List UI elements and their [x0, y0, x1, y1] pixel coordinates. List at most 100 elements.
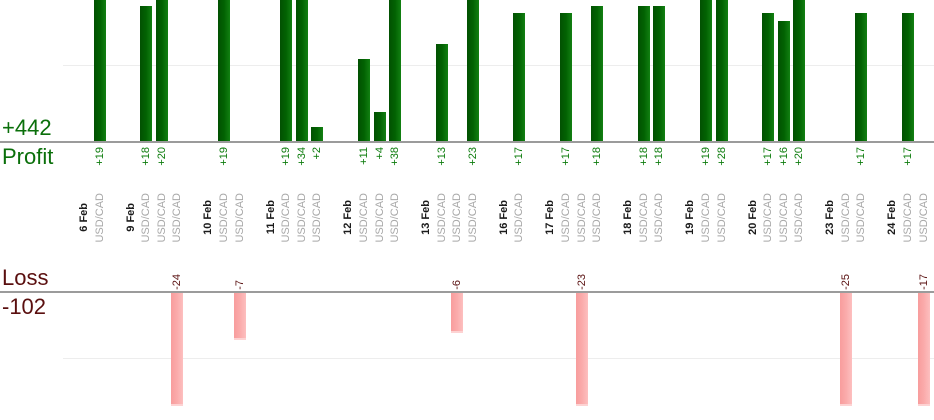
profit-value-label: +19 — [91, 147, 109, 166]
profit-value-label-text: +23 — [466, 147, 479, 166]
profit-value-label-text: +16 — [777, 147, 790, 166]
profit-bar[interactable] — [155, 0, 168, 142]
profit-bar[interactable] — [218, 0, 231, 142]
profit-chart-area: +442 — [0, 0, 934, 142]
loss-bar[interactable] — [917, 293, 930, 406]
profit-bar[interactable] — [591, 6, 604, 142]
profit-bar[interactable] — [311, 127, 324, 142]
loss-gridline — [63, 358, 934, 359]
profit-bar[interactable] — [902, 13, 915, 142]
loss-series-title: Loss — [2, 265, 49, 290]
symbol-label-text: USD/CAD — [560, 192, 573, 243]
loss-bar[interactable] — [171, 293, 184, 406]
loss-chart-area: -102 — [0, 293, 934, 420]
symbol-label-text: USD/CAD — [575, 192, 588, 243]
symbol-label-text: USD/CAD — [295, 192, 308, 243]
loss-bar[interactable] — [451, 293, 464, 333]
symbol-label-text: USD/CAD — [171, 192, 184, 243]
loss-bar[interactable] — [233, 293, 246, 340]
symbol-label: USD/CAD — [386, 187, 404, 248]
symbol-label-text: USD/CAD — [715, 192, 728, 243]
date-label-3-text: 11 Feb — [264, 200, 277, 235]
date-label-2-text: 10 Feb — [202, 200, 215, 235]
profit-value-label-text: +11 — [358, 147, 371, 165]
loss-value-label: -6 — [448, 280, 466, 290]
profit-bar[interactable] — [513, 13, 526, 142]
profit-bar[interactable] — [373, 112, 386, 142]
profit-value-label: +17 — [510, 147, 528, 166]
loss-value-label: -7 — [231, 280, 249, 290]
profit-value-label: +20 — [790, 147, 808, 166]
loss-value-label-text: -25 — [839, 274, 852, 290]
profit-bar[interactable] — [793, 0, 806, 142]
symbol-label: USD/CAD — [308, 187, 326, 248]
date-axis-band: 6 Feb USD/CAD 9 Feb USD/CAD USD/CAD USD/CAD 10… — [0, 187, 934, 248]
profit-bar[interactable] — [358, 59, 371, 142]
loss-axis-line — [0, 291, 934, 293]
profit-bar[interactable] — [280, 0, 293, 142]
symbol-label-text: USD/CAD — [233, 192, 246, 243]
date-label-4-text: 12 Feb — [342, 200, 355, 235]
profit-value-label-text: +19 — [700, 147, 713, 166]
symbol-label-text: USD/CAD — [358, 192, 371, 243]
profit-value-label: +19 — [215, 147, 233, 166]
symbol-label: USD/CAD — [713, 187, 731, 248]
profit-bar[interactable] — [653, 6, 666, 142]
loss-bar[interactable] — [839, 293, 852, 406]
profit-bar[interactable] — [762, 13, 775, 142]
profit-bar[interactable] — [140, 6, 153, 142]
profit-value-label: +23 — [464, 147, 482, 166]
profit-total: +442 — [2, 115, 52, 140]
symbol-label-text: USD/CAD — [777, 192, 790, 243]
profit-bar[interactable] — [560, 13, 573, 142]
profit-value-label: +18 — [588, 147, 606, 166]
symbol-label-text: USD/CAD — [435, 192, 448, 243]
symbol-label-text: USD/CAD — [839, 192, 852, 243]
loss-bar[interactable] — [575, 293, 588, 406]
profit-bar[interactable] — [93, 0, 106, 142]
profit-bar[interactable] — [466, 0, 479, 142]
profit-series-title: Profit — [2, 144, 54, 169]
profit-value-label-text: +17 — [902, 147, 915, 166]
profit-bar[interactable] — [777, 21, 790, 142]
profit-bar[interactable] — [389, 0, 402, 142]
symbol-label-text: USD/CAD — [793, 192, 806, 243]
symbol-label-text: USD/CAD — [280, 192, 293, 243]
profit-value-label-text: +19 — [280, 147, 293, 166]
symbol-label: USD/CAD — [852, 187, 870, 248]
loss-value-label: -17 — [915, 274, 933, 290]
symbol-label: USD/CAD — [588, 187, 606, 248]
loss-value-band: Loss -24 -7 -6 -23 -25 -17 — [0, 252, 934, 291]
loss-value-label: -25 — [837, 274, 855, 290]
loss-value-label: -24 — [168, 274, 186, 290]
profit-value-label: +18 — [650, 147, 668, 166]
symbol-label-text: USD/CAD — [917, 192, 930, 243]
profit-value-label-text: +20 — [793, 147, 806, 166]
symbol-label-text: USD/CAD — [700, 192, 713, 243]
profit-bar[interactable] — [700, 0, 713, 142]
profit-value-label-text: +18 — [140, 147, 153, 166]
profit-bar[interactable] — [715, 0, 728, 142]
profit-bar[interactable] — [637, 6, 650, 142]
symbol-label: USD/CAD — [464, 187, 482, 248]
date-label-8-text: 18 Feb — [622, 200, 635, 235]
profit-value-label: +28 — [713, 147, 731, 166]
loss-value-label-text: -7 — [233, 280, 246, 290]
profit-value-label-text: +20 — [155, 147, 168, 166]
loss-value-label-text: -17 — [917, 274, 930, 290]
loss-total: -102 — [2, 294, 47, 319]
profit-value-label-text: +18 — [591, 147, 604, 166]
profit-value-label: +17 — [899, 147, 917, 166]
profit-value-label: +17 — [557, 147, 575, 166]
symbol-label-text: USD/CAD — [218, 192, 231, 243]
profit-value-label-text: +28 — [715, 147, 728, 166]
symbol-label: USD/CAD — [231, 187, 249, 248]
symbol-label: USD/CAD — [915, 187, 933, 248]
profit-bar[interactable] — [855, 13, 868, 142]
profit-value-band: Profit +19 +18 +20 +19 +19 +34 +2 +11 +4 +38 +13 +2… — [0, 146, 934, 184]
profit-bar[interactable] — [295, 0, 308, 142]
symbol-label-text: USD/CAD — [762, 192, 775, 243]
profit-bar[interactable] — [435, 44, 448, 142]
profit-value-label-text: +2 — [311, 147, 324, 160]
profit-value-label-text: +17 — [513, 147, 526, 166]
